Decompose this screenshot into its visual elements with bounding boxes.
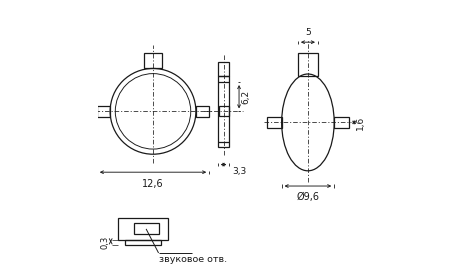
Text: звуковое отв.: звуковое отв. [160, 255, 228, 264]
Bar [126, 240, 161, 245]
Bar [196, 106, 209, 117]
Bar [97, 106, 110, 117]
Bar [144, 53, 162, 68]
Bar [298, 53, 318, 76]
Text: 5: 5 [305, 28, 311, 37]
Text: 3,3: 3,3 [232, 167, 246, 176]
Text: 12,6: 12,6 [142, 179, 164, 189]
Bar [218, 62, 229, 76]
Text: Ø9,6: Ø9,6 [296, 192, 320, 202]
Text: 0,3: 0,3 [100, 236, 109, 249]
Bar [134, 223, 159, 234]
Text: 6,2: 6,2 [241, 90, 250, 104]
Bar [267, 117, 282, 128]
Bar [219, 106, 228, 116]
Bar [218, 76, 229, 147]
Text: 1,6: 1,6 [356, 115, 365, 130]
Bar [118, 218, 168, 240]
Bar [334, 117, 349, 128]
